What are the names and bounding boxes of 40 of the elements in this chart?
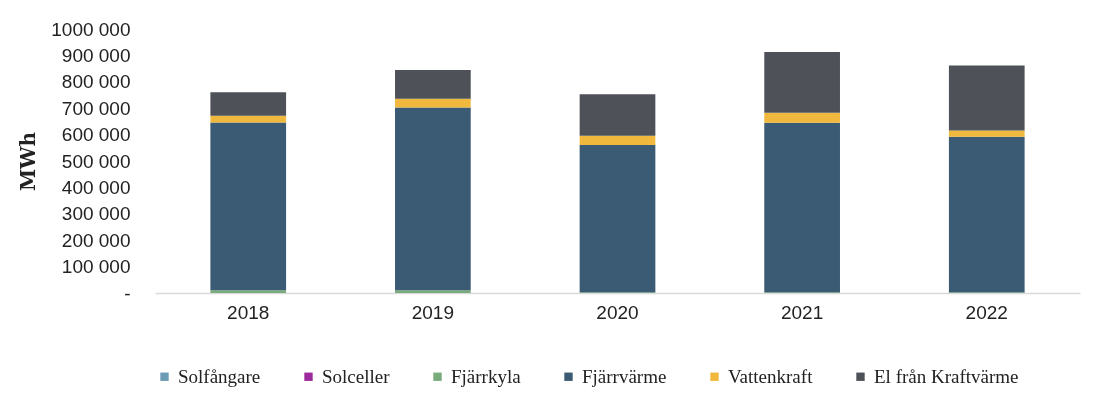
bar [579,94,656,136]
y-tick-label: 600 000 [61,124,131,146]
x-tick-label: 2021 [780,301,824,323]
bar [210,115,287,123]
legend-label: Fjärrkyla [451,365,522,387]
legend-label: Vattenkraft [728,365,814,387]
y-tick-label: 500 000 [61,150,131,172]
bar [395,290,471,293]
bar [210,122,287,291]
x-tick-label: 2020 [596,301,639,323]
bar [764,51,840,113]
y-tick-label: 200 000 [61,229,131,251]
y-tick-label: 900 000 [61,44,131,66]
y-axis-title: MWh [16,131,41,192]
x-tick-label: 2022 [965,301,1008,323]
legend-label: Solfångare [178,365,261,387]
bar [948,136,1025,293]
bar [395,107,471,291]
y-tick-label: 800 000 [61,71,131,93]
bar [764,122,840,293]
y-tick-label: - [124,282,131,304]
y-tick-label: 300 000 [61,203,131,225]
bar [395,69,471,99]
bar [579,135,656,145]
x-tick-label: 2018 [227,301,270,323]
x-tick-label: 2019 [411,301,455,323]
bar [948,130,1025,137]
legend-label: Solceller [322,365,391,387]
bar [395,98,471,108]
bar [210,92,287,116]
legend-label: El från Kraftvärme [874,365,1019,387]
bar [948,65,1025,131]
legend-label: Fjärrvärme [582,365,667,387]
y-tick-label: 400 000 [61,176,131,198]
y-tick-label: 1000 000 [51,18,131,40]
y-tick-label: 700 000 [61,97,131,119]
y-tick-label: 100 000 [61,256,131,278]
bar [764,112,840,123]
bar [579,144,656,293]
bar [210,290,287,293]
